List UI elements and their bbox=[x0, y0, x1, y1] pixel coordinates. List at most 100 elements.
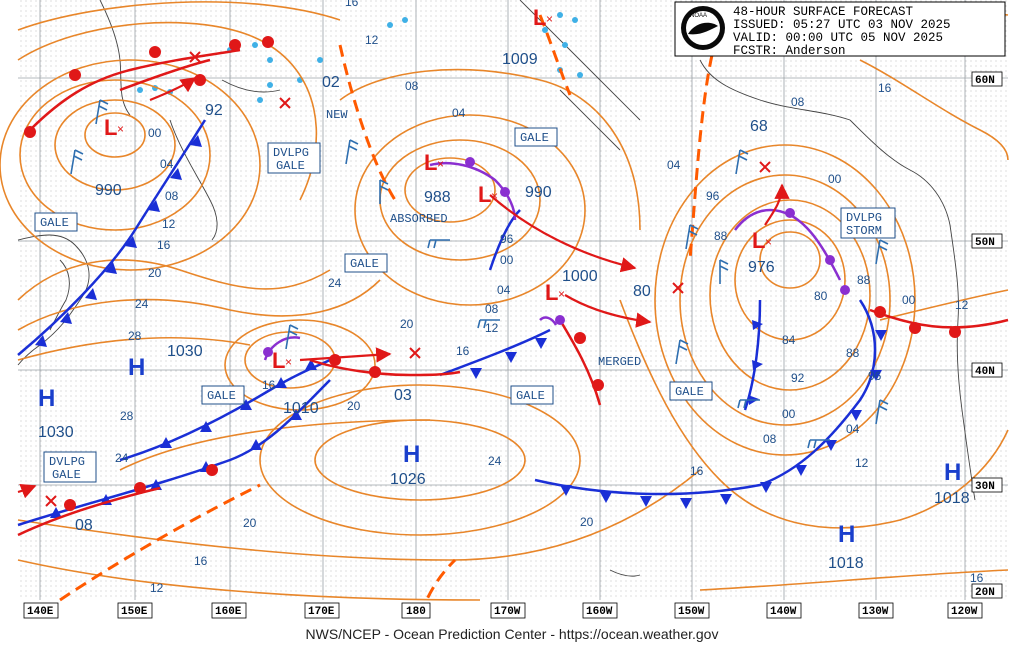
isobar-label: 28 bbox=[128, 329, 142, 343]
lon-tick: 130W bbox=[862, 606, 889, 618]
gale-label: GALE bbox=[516, 389, 545, 403]
dvlpg-label: DVLPG bbox=[273, 146, 309, 160]
lat-tick: 50N bbox=[975, 237, 995, 249]
lat-tick: 60N bbox=[975, 75, 995, 87]
gale-label: GALE bbox=[675, 385, 704, 399]
isobar-label: 08 bbox=[165, 189, 179, 203]
isobar-value-labels: 16 12 08 04 00 04 08 12 16 20 24 28 96 0… bbox=[115, 0, 984, 595]
footer-credit: NWS/NCEP - Ocean Prediction Center - htt… bbox=[305, 626, 719, 642]
isobar-label: 20 bbox=[347, 399, 361, 413]
low-center-marker: × bbox=[437, 157, 444, 171]
isobar-label: 12 bbox=[150, 581, 164, 595]
pressure-value: 80 bbox=[633, 283, 651, 300]
isobar-label: 92 bbox=[791, 371, 805, 385]
isobar-label: 16 bbox=[878, 81, 892, 95]
pressure-value: 1030 bbox=[167, 343, 203, 360]
noaa-logo-text: NOAA bbox=[690, 13, 707, 19]
isobar-label: 88 bbox=[846, 346, 860, 360]
warning-labels: GALE GALE GALE GALE GALE GALE DVLPG GALE… bbox=[34, 108, 896, 483]
isobar-label: 96 bbox=[868, 369, 882, 383]
header-issued: ISSUED: 05:27 UTC 03 NOV 2025 bbox=[733, 18, 951, 32]
low-center-letter: L bbox=[104, 115, 117, 140]
gale-label: GALE bbox=[276, 159, 305, 173]
background-dot-pattern bbox=[18, 0, 1008, 600]
isobar-label: 04 bbox=[452, 106, 466, 120]
pressure-centers: L L L L L L L H H H H H × × × × × × × bbox=[38, 5, 961, 548]
lon-tick: 170W bbox=[494, 606, 521, 618]
low-center-marker: × bbox=[765, 235, 772, 249]
isobar-label: 20 bbox=[148, 266, 162, 280]
lon-tick: 140E bbox=[27, 606, 54, 618]
isobar-label: 00 bbox=[828, 172, 842, 186]
isobar-label: 00 bbox=[782, 407, 796, 421]
high-center-letter: H bbox=[944, 459, 961, 486]
isobar-label: 00 bbox=[500, 253, 514, 267]
cold-fronts bbox=[17, 119, 877, 527]
isobar-label: 88 bbox=[857, 273, 871, 287]
pressure-value: 988 bbox=[424, 189, 451, 206]
isobar-label: 08 bbox=[791, 95, 805, 109]
pressure-value: 1009 bbox=[502, 51, 538, 68]
low-center-letter: L bbox=[533, 5, 546, 30]
wind-barbs bbox=[70, 99, 889, 449]
forecast-position-markers bbox=[45, 51, 771, 507]
header-title: 48-HOUR SURFACE FORECAST bbox=[733, 5, 914, 19]
isobar-label: 96 bbox=[706, 189, 720, 203]
lon-tick: 140W bbox=[770, 606, 797, 618]
isobar-label: 16 bbox=[194, 554, 208, 568]
occluded-front-symbols bbox=[263, 157, 850, 357]
lon-tick: 170E bbox=[308, 606, 335, 618]
low-center-marker: × bbox=[546, 12, 553, 26]
isobar-label: 08 bbox=[763, 432, 777, 446]
pressure-value: 990 bbox=[95, 182, 122, 199]
pressure-value: 990 bbox=[525, 184, 552, 201]
isobar-label: 04 bbox=[846, 422, 860, 436]
low-center-letter: L bbox=[424, 150, 437, 175]
lon-tick: 150W bbox=[678, 606, 705, 618]
low-center-letter: L bbox=[752, 228, 765, 253]
isobar-label: 80 bbox=[814, 289, 828, 303]
lat-tick: 20N bbox=[975, 587, 995, 599]
lon-tick: 180 bbox=[406, 606, 426, 618]
pressure-value: 08 bbox=[75, 517, 93, 534]
dvlpg-label: DVLPG bbox=[846, 211, 882, 225]
pressure-value: 1030 bbox=[38, 424, 74, 441]
pressure-value: 03 bbox=[394, 387, 412, 404]
isobar-label: 96 bbox=[500, 232, 514, 246]
isobar-label: 88 bbox=[714, 229, 728, 243]
gale-label: GALE bbox=[207, 389, 236, 403]
pressure-value: 976 bbox=[748, 259, 775, 276]
isobar-label: 04 bbox=[160, 157, 174, 171]
isobar-label: 20 bbox=[243, 516, 257, 530]
isobar-label: 84 bbox=[782, 333, 796, 347]
isobar-label: 04 bbox=[667, 158, 681, 172]
isobar-label: 16 bbox=[157, 238, 171, 252]
low-center-marker: × bbox=[117, 122, 124, 136]
isobar-label: 16 bbox=[262, 378, 276, 392]
low-center-letter: L bbox=[545, 280, 558, 305]
isobars bbox=[0, 1, 1009, 601]
isobar-label: 00 bbox=[902, 293, 916, 307]
gale-label: GALE bbox=[52, 468, 81, 482]
isobar-label: 16 bbox=[456, 344, 470, 358]
pressure-value: 68 bbox=[750, 118, 768, 135]
isobar-label: 24 bbox=[488, 454, 502, 468]
isobar-label: 16 bbox=[970, 571, 984, 585]
pressure-value: 1026 bbox=[390, 471, 426, 488]
lat-tick: 40N bbox=[975, 366, 995, 378]
header-valid: VALID: 00:00 UTC 05 NOV 2025 bbox=[733, 31, 943, 45]
isobar-label: 00 bbox=[148, 126, 162, 140]
lon-tick: 120W bbox=[951, 606, 978, 618]
low-center-marker: × bbox=[285, 355, 292, 369]
low-center-letter: L bbox=[272, 348, 285, 373]
isobar-label: 12 bbox=[485, 321, 499, 335]
isobar-label: 12 bbox=[955, 298, 969, 312]
isobar-label: 08 bbox=[405, 79, 419, 93]
high-center-letter: H bbox=[38, 385, 55, 412]
isobar-label: 04 bbox=[497, 283, 511, 297]
isobar-label: 16 bbox=[345, 0, 359, 9]
pressure-value: 1000 bbox=[562, 268, 598, 285]
isobar-label: 24 bbox=[328, 276, 342, 290]
isobar-label: 12 bbox=[365, 33, 379, 47]
